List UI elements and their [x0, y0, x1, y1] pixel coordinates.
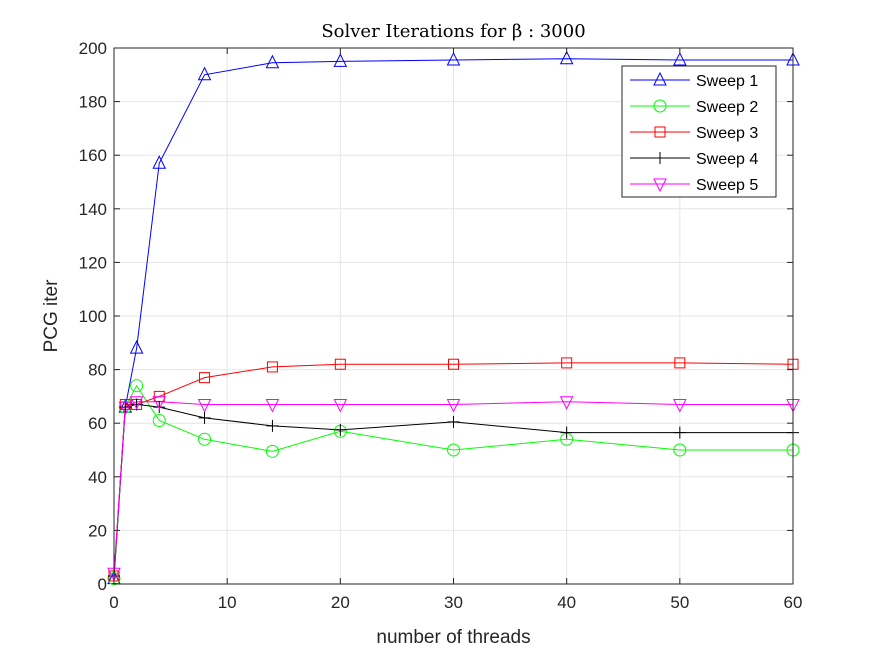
y-tick-label: 140 [79, 200, 107, 219]
data-point-sweep-5 [446, 398, 461, 413]
legend-entry-sweep-4: Sweep 4 [696, 151, 758, 168]
legend-marker-sweep-3 [654, 126, 666, 138]
data-point-sweep-2 [265, 444, 279, 458]
y-tick-label: 180 [79, 93, 107, 112]
data-point-sweep-4 [560, 426, 573, 439]
data-point-sweep-1 [446, 51, 461, 66]
data-point-sweep-3 [199, 372, 211, 384]
series-line-sweep-5 [113, 401, 793, 574]
x-tick-label: 50 [670, 593, 689, 612]
y-axis-label: PCG iter [41, 279, 62, 353]
x-tick-label: 0 [109, 593, 118, 612]
data-point-sweep-1 [673, 51, 687, 66]
legend: Sweep 1 Sweep 2 Sweep 3 Sweep 4 Sweep 5 [621, 65, 777, 198]
data-point-sweep-1 [559, 50, 574, 65]
legend-label-sweep-3: Sweep 3 [696, 125, 758, 142]
x-tick-label: 40 [557, 593, 576, 612]
legend-label-sweep-2: Sweep 2 [696, 99, 758, 116]
data-point-sweep-2 [447, 443, 460, 457]
data-point-sweep-4 [266, 419, 279, 432]
legend-marker-sweep-1 [653, 71, 667, 86]
data-point-sweep-5 [129, 396, 144, 410]
data-point-sweep-3 [448, 358, 459, 370]
legend-label-sweep-5: Sweep 5 [696, 177, 758, 194]
data-point-sweep-1 [197, 66, 212, 81]
series-lines [113, 58, 794, 579]
legend-swatches [630, 71, 690, 193]
legend-entry-sweep-3: Sweep 3 [696, 125, 758, 142]
y-tick-label: 80 [88, 361, 107, 380]
chart-title: Solver Iterations for β : 3000 [321, 21, 585, 42]
data-point-sweep-4 [153, 401, 166, 414]
x-tick-label: 60 [784, 593, 803, 612]
legend-entry-sweep-2: Sweep 2 [696, 99, 758, 116]
y-tick-label: 200 [79, 39, 107, 58]
data-point-sweep-1 [152, 155, 167, 169]
x-axis-label: number of threads [376, 627, 530, 648]
data-point-sweep-4 [673, 426, 686, 439]
data-point-sweep-5 [333, 398, 348, 413]
y-tick-label: 60 [88, 414, 107, 433]
y-tick-label: 100 [79, 307, 107, 326]
x-tick-label: 10 [218, 593, 237, 612]
data-point-sweep-1 [333, 53, 348, 67]
y-tick-label: 120 [79, 253, 107, 272]
legend-entry-sweep-1: Sweep 1 [696, 73, 758, 90]
data-point-sweep-5 [197, 398, 212, 413]
data-point-sweep-5 [152, 396, 167, 410]
series-line-sweep-2 [113, 384, 793, 579]
data-point-sweep-1 [129, 340, 144, 354]
data-point-sweep-3 [561, 357, 573, 369]
x-tick-label: 20 [331, 593, 350, 612]
data-point-sweep-2 [130, 379, 144, 393]
data-point-sweep-2 [673, 443, 687, 457]
series-markers [107, 50, 800, 586]
data-point-sweep-5 [265, 398, 280, 413]
data-point-sweep-3 [266, 361, 278, 373]
data-point-sweep-3 [334, 358, 346, 370]
legend-entry-sweep-5: Sweep 5 [696, 177, 758, 194]
legend-label-sweep-4: Sweep 4 [696, 151, 758, 168]
data-point-sweep-1 [265, 54, 280, 69]
data-point-sweep-5 [559, 396, 574, 410]
y-tick-label: 0 [98, 575, 107, 594]
axes-frame [113, 47, 794, 585]
y-tick-label: 160 [79, 146, 107, 165]
legend-marker-sweep-5 [653, 178, 667, 193]
x-tick-label: 30 [444, 593, 463, 612]
legend-marker-sweep-4 [654, 152, 666, 164]
tick-labels: 0 10 20 30 40 50 60 0 20 40 60 80 100 120 140 160 180 200 [79, 39, 803, 612]
data-point-sweep-4 [447, 415, 460, 428]
y-tick-label: 40 [88, 468, 107, 487]
y-tick-label: 20 [88, 521, 107, 540]
data-point-sweep-5 [118, 401, 133, 416]
legend-marker-sweep-2 [653, 99, 667, 113]
legend-label-sweep-1: Sweep 1 [696, 73, 758, 90]
data-point-sweep-2 [198, 432, 212, 446]
data-point-sweep-5 [673, 398, 687, 413]
axes-box [113, 47, 794, 585]
data-point-sweep-4 [198, 411, 211, 424]
data-point-sweep-3 [674, 357, 686, 369]
data-point-sweep-2 [152, 414, 166, 428]
data-point-sweep-4 [334, 423, 347, 436]
series-line-sweep-1 [113, 58, 793, 579]
